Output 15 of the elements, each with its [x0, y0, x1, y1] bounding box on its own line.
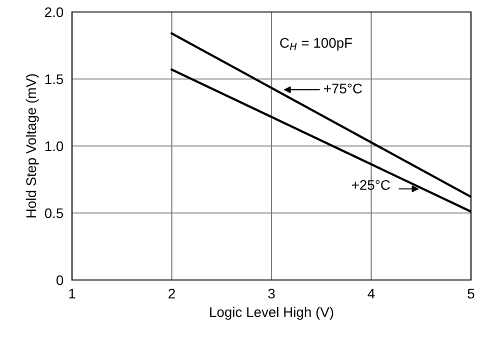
- y-tick-label: 1.0: [45, 141, 64, 152]
- y-tick-label: 0.5: [44, 208, 64, 218]
- annotation: +75°C: [324, 84, 362, 94]
- x-tick-label: 1: [69, 288, 76, 298]
- x-tick-label: 2: [168, 288, 175, 298]
- y-axis-title: Hold Step Voltage (mV): [26, 74, 39, 218]
- x-tick-label: 4: [368, 288, 375, 298]
- y-tick-label: 2.0: [45, 7, 64, 18]
- x-tick-label: 5: [468, 288, 474, 299]
- y-tick-label: 0: [56, 275, 64, 286]
- x-tick-label: 3: [268, 288, 275, 299]
- annotation: +25°C: [352, 180, 390, 190]
- y-tick-label: 1.5: [45, 74, 64, 84]
- x-axis-title: Logic Level High (V): [210, 306, 334, 320]
- annotation: C$_{H}$ = 100pF: [280, 38, 352, 51]
